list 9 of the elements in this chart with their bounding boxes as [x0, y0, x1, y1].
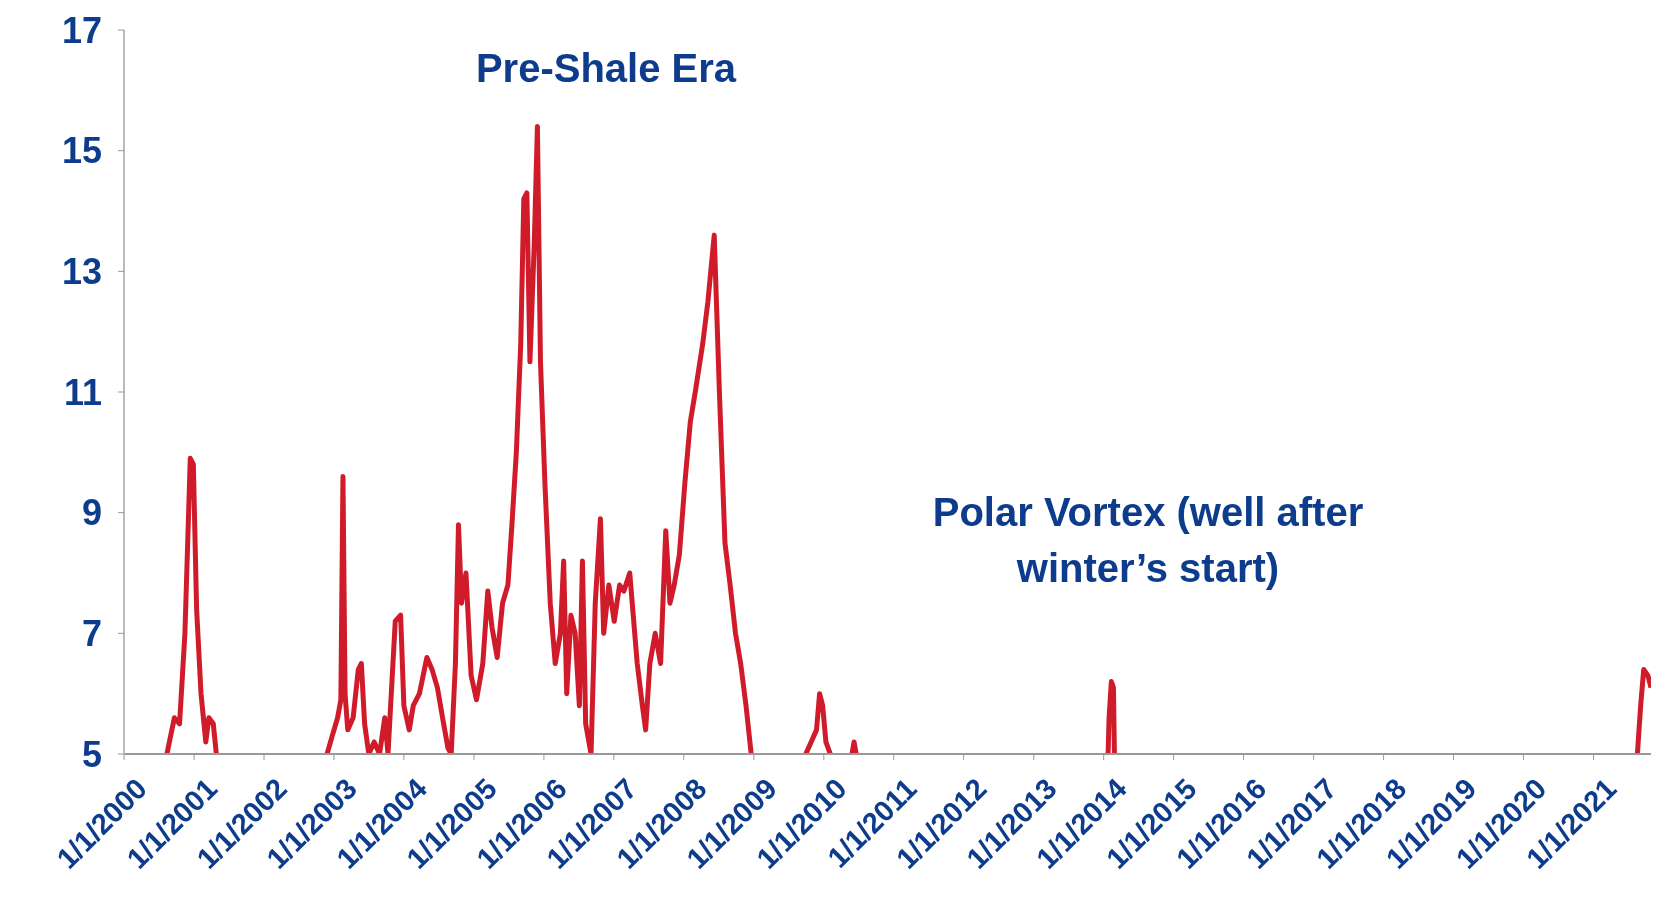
y-tick-label: 11: [63, 371, 102, 413]
annotation: Pre-Shale Era: [475, 45, 737, 92]
y-tick-label: 9: [81, 492, 102, 534]
y-tick-label: 15: [61, 130, 102, 172]
annotation: Polar Vortex (well after winter’s start): [931, 489, 1365, 592]
y-tick-label: 7: [81, 612, 102, 654]
y-tick-label: 17: [61, 9, 102, 51]
y-tick-label: 13: [61, 250, 102, 292]
y-tick-label: 5: [81, 733, 102, 775]
